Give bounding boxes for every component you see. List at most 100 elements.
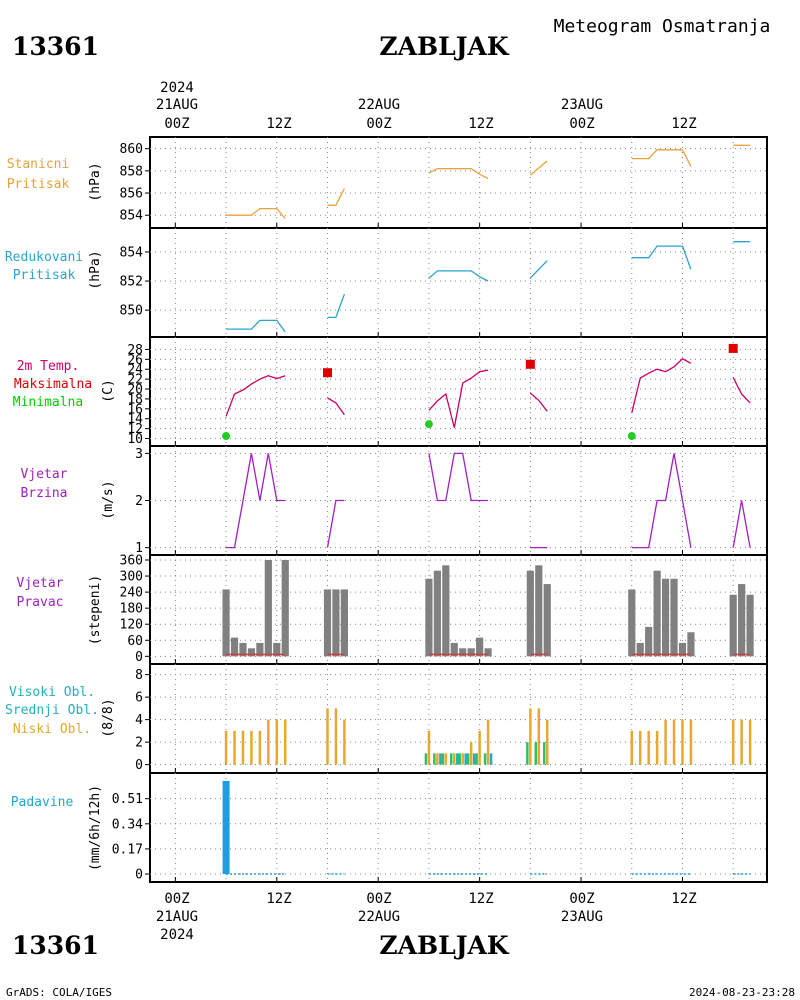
cloud-low-bar xyxy=(427,730,431,765)
wind-dir-bar xyxy=(433,570,441,657)
cloud-low-bar xyxy=(334,708,338,765)
y-tick-label: 12 xyxy=(127,422,143,437)
series-line xyxy=(631,453,692,549)
label-temp-min: Minimalna xyxy=(13,395,83,410)
y-tick-label: 0.34 xyxy=(112,817,143,832)
label-precip: Padavine xyxy=(11,795,74,810)
cloud-low-bar xyxy=(731,719,735,765)
y-tick-label: 26 xyxy=(127,353,143,368)
y-tick-label: 856 xyxy=(120,187,143,202)
series-line xyxy=(529,160,548,176)
series-line xyxy=(327,188,345,206)
series-line xyxy=(428,270,489,282)
cloud-low-bar xyxy=(681,719,684,765)
cloud-low-bar xyxy=(241,730,245,765)
label-station-pressure-2: Pritisak xyxy=(7,177,70,192)
series-line xyxy=(327,397,345,416)
label-wind-speed-1: Vjetar xyxy=(21,467,68,482)
wind-dir-bar xyxy=(459,648,467,657)
header-product-title: Meteogram Osmatranja xyxy=(554,16,771,37)
cloud-mid-bar xyxy=(458,753,461,765)
cloud-low-bar xyxy=(529,708,532,765)
y-tick-label: 860 xyxy=(120,142,143,157)
cloud-low-bar xyxy=(672,719,676,765)
top-axis-time-3: 00Z xyxy=(366,116,391,132)
wind-dir-bar xyxy=(442,565,450,657)
bottom-axis-date-3: 22AUG xyxy=(358,909,400,925)
panel-1: 854 856 858 860 xyxy=(120,136,768,229)
footer-station-name: ZABLJAK xyxy=(379,931,510,960)
cloud-low-bar xyxy=(537,708,541,765)
wind-dir-bar xyxy=(543,584,551,657)
y-tick-label: 6 xyxy=(135,691,143,706)
cloud-high-bar xyxy=(472,753,476,765)
cloud-low-bar xyxy=(469,742,473,765)
cloud-mid-bar xyxy=(441,753,445,765)
y-tick-label: 240 xyxy=(120,586,143,601)
panel-7: 0 0.17 0.34 0.51 xyxy=(112,772,768,883)
cloud-low-bar xyxy=(283,719,287,765)
series-line xyxy=(631,149,692,167)
bottom-axis-time-1: 00Z xyxy=(164,891,189,907)
y-tick-label: 16 xyxy=(127,402,143,417)
tmin-marker xyxy=(424,420,433,429)
wind-dir-bar xyxy=(484,648,492,657)
y-tick-label: 4 xyxy=(135,713,143,728)
cloud-mid-bar xyxy=(466,753,470,765)
panel-labels: Stanicni Pritisak Redukovani Pritisak 2m… xyxy=(5,157,99,810)
label-reduced-pressure-1: Redukovani xyxy=(5,250,83,265)
top-axis-time-2: 12Z xyxy=(266,116,291,132)
label-cloud-mid: Srednji Obl. xyxy=(5,703,99,718)
wind-dir-bar xyxy=(476,637,484,657)
top-axis-time-4: 12Z xyxy=(468,116,493,132)
top-time-axis: 2024 21AUG 00Z 12Z 22AUG 00Z 12Z 23AUG 0… xyxy=(156,80,697,132)
wind-dir-bar xyxy=(645,626,653,657)
footer-timestamp: 2024-08-23-23:28 xyxy=(689,986,795,999)
wind-dir-bar xyxy=(670,578,678,657)
cloud-low-bar xyxy=(326,708,329,765)
y-tick-label: 10 xyxy=(127,432,143,447)
unit-wind-direction: (stepeni) xyxy=(88,575,103,645)
precip-bar xyxy=(222,780,230,875)
tmin-marker xyxy=(627,432,636,441)
cloud-high-bar xyxy=(439,753,442,765)
bottom-axis-time-3: 00Z xyxy=(366,891,391,907)
y-tick-label: 854 xyxy=(120,245,144,260)
series-line xyxy=(226,453,286,549)
label-temp-2m: 2m Temp. xyxy=(17,359,80,374)
unit-station-pressure: (hPa) xyxy=(88,162,103,201)
wind-dir-bar xyxy=(450,642,458,657)
tmin-marker xyxy=(222,432,231,441)
footer-station-id: 13361 xyxy=(12,931,99,960)
unit-clouds: (8/8) xyxy=(101,698,116,737)
panel-2: 850 852 854 xyxy=(120,227,768,338)
cloud-low-bar xyxy=(224,730,228,765)
y-tick-label: 3 xyxy=(135,447,143,462)
top-axis-time-5: 00Z xyxy=(569,116,594,132)
cloud-low-bar xyxy=(486,719,490,765)
wind-dir-bar xyxy=(687,632,695,657)
label-station-pressure-1: Stanicni xyxy=(7,157,70,172)
cloud-low-bar xyxy=(647,730,650,765)
wind-dir-bar xyxy=(340,589,348,657)
cloud-mid-bar xyxy=(526,742,529,765)
series-line xyxy=(327,293,346,319)
cloud-low-bar xyxy=(267,719,270,765)
y-tick-label: 14 xyxy=(127,412,143,427)
series-line xyxy=(326,499,345,548)
cloud-low-bar xyxy=(343,719,346,765)
wind-dir-bar xyxy=(678,642,687,657)
cloud-low-bar xyxy=(444,753,448,765)
y-tick-label: 0 xyxy=(135,868,143,883)
y-tick-label: 24 xyxy=(127,363,143,378)
panel-frame xyxy=(149,136,768,229)
cloud-mid-bar xyxy=(475,753,478,765)
cloud-low-bar xyxy=(630,730,634,765)
wind-dir-bar xyxy=(636,642,644,657)
series-line xyxy=(631,358,692,413)
top-axis-date-3: 22AUG xyxy=(358,97,400,113)
cloud-high-bar xyxy=(464,753,467,765)
bottom-time-axis: 00Z 21AUG 2024 12Z 00Z 22AUG 12Z 00Z 23A… xyxy=(156,891,697,943)
